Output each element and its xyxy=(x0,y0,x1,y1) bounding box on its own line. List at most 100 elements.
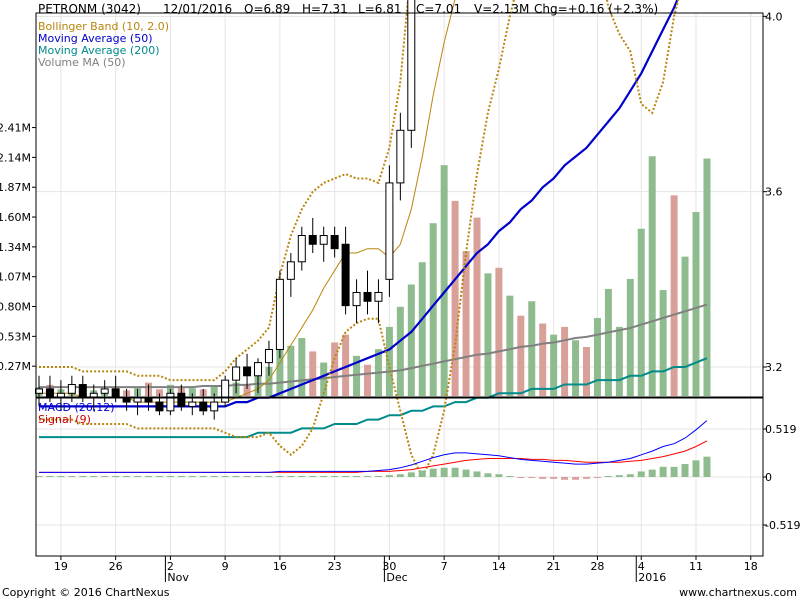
volume-bar xyxy=(528,301,536,396)
candle-body xyxy=(243,366,252,377)
volume-bar xyxy=(385,326,393,396)
volume-bar xyxy=(495,267,503,396)
macd-histogram-bar xyxy=(626,474,634,477)
volume-ma-line xyxy=(39,303,708,389)
macd-histogram-bar xyxy=(155,476,163,477)
volume-bar xyxy=(550,334,558,396)
macd-axis-label: -0.519 xyxy=(765,519,800,532)
x-axis-label: 30 xyxy=(382,560,396,573)
candlesticks xyxy=(35,0,416,420)
macd-histogram-bar xyxy=(648,469,656,477)
x-axis-label: 14 xyxy=(492,560,506,573)
volume-bar xyxy=(320,362,328,396)
macd-histogram-bar xyxy=(637,471,645,477)
candle-body xyxy=(100,388,109,394)
macd-histogram-bar xyxy=(46,476,54,477)
candle-body xyxy=(177,392,186,407)
macd-histogram-bar xyxy=(659,466,667,477)
legend-ma50: Moving Average (50) xyxy=(38,32,153,45)
low-label: L=6.81 xyxy=(358,2,402,16)
macd-histogram-bar xyxy=(342,476,350,477)
candle-body xyxy=(275,278,284,350)
macd-histogram-bar xyxy=(615,475,623,477)
macd-histogram-bar xyxy=(374,476,382,477)
volume-bar xyxy=(648,156,656,396)
x-axis-label: 19 xyxy=(54,560,68,573)
candle-body xyxy=(407,0,416,131)
macd-histogram-bar xyxy=(309,476,317,477)
macd-axis-label: 0.519 xyxy=(765,423,797,436)
candle-body xyxy=(330,235,339,250)
candle-body xyxy=(67,384,76,394)
volume-bar xyxy=(265,367,273,396)
macd-histogram-bar xyxy=(495,474,503,477)
volume-bar xyxy=(539,323,547,396)
macd-histogram-bar xyxy=(265,476,273,477)
macd-histogram-bar xyxy=(561,477,569,480)
volume-bar xyxy=(593,317,601,396)
volume-bar xyxy=(659,290,667,396)
macd-histogram-bar xyxy=(550,477,558,479)
macd-axis-label: 0 xyxy=(765,471,772,484)
x-axis-label: 18 xyxy=(744,560,758,573)
ma200-line xyxy=(39,357,708,439)
macd-histogram-bar xyxy=(353,476,361,477)
candle-body xyxy=(352,291,361,307)
macd-histogram-bar xyxy=(396,474,404,477)
macd-histogram-bar xyxy=(112,476,120,477)
candle-body xyxy=(254,362,262,377)
macd-histogram-bar xyxy=(320,476,328,477)
volume-axis-label: 0.53M xyxy=(0,330,31,343)
volume-bar xyxy=(637,228,645,396)
macd-histogram-bar xyxy=(188,476,196,477)
macd-histogram-bar xyxy=(199,476,207,477)
legend-volma: Volume MA (50) xyxy=(38,56,126,69)
macd-histogram-bar xyxy=(593,477,601,478)
volume-bar xyxy=(484,273,492,396)
x-axis-label: 21 xyxy=(547,560,561,573)
macd-histogram-bar xyxy=(583,477,590,479)
volume-bar xyxy=(243,384,251,396)
month-label: Nov xyxy=(167,571,189,584)
candle-body xyxy=(210,401,219,412)
volume-bar xyxy=(210,385,218,396)
volume-axis-label: 1.34M xyxy=(0,241,31,254)
ma50-line xyxy=(39,0,679,408)
volume-bar xyxy=(703,158,711,396)
macd-histogram-bar xyxy=(473,471,481,477)
volume-bar xyxy=(188,388,196,396)
volume-axis-label: 2.41M xyxy=(0,122,31,135)
candle-body xyxy=(363,291,372,302)
macd-histogram-bar xyxy=(57,476,65,477)
legend-signal: Signal (9) xyxy=(38,413,91,426)
macd-histogram-bar xyxy=(528,477,536,478)
volume-axis-label: 1.87M xyxy=(0,181,31,194)
macd-histogram-bar xyxy=(221,476,229,477)
candle-body xyxy=(396,129,405,184)
x-axis-label: 2 xyxy=(167,560,174,573)
macd-histogram-bar xyxy=(123,476,131,477)
close-label: C=7.01 xyxy=(416,2,462,16)
candle-body xyxy=(385,182,394,280)
axes: 3.23.64.04.44.85.25.66.06.46.87.27.60.27… xyxy=(0,10,800,584)
macd-histogram-bar xyxy=(440,467,448,477)
high-label: H=7.31 xyxy=(302,2,348,16)
legend-macd: MACD (26,12) xyxy=(38,401,115,414)
volume-bar xyxy=(583,346,590,396)
macd-histogram-bar xyxy=(429,468,437,477)
x-axis-label: 11 xyxy=(689,560,703,573)
volume-label: V=2.13M xyxy=(474,2,530,16)
volume-axis-label: 1.07M xyxy=(0,271,31,284)
bollinger-upper-line xyxy=(39,0,409,382)
volume-bar xyxy=(473,217,481,396)
volume-bar xyxy=(287,345,295,396)
volume-bar xyxy=(298,338,306,396)
volume-bar xyxy=(604,288,612,396)
macd-histogram-bar xyxy=(210,476,218,477)
macd-histogram-bar xyxy=(670,466,678,477)
macd-histogram-bar xyxy=(134,476,142,477)
volume-bar xyxy=(353,355,361,396)
macd-histogram-bar xyxy=(517,477,525,478)
volume-bar xyxy=(692,212,700,396)
